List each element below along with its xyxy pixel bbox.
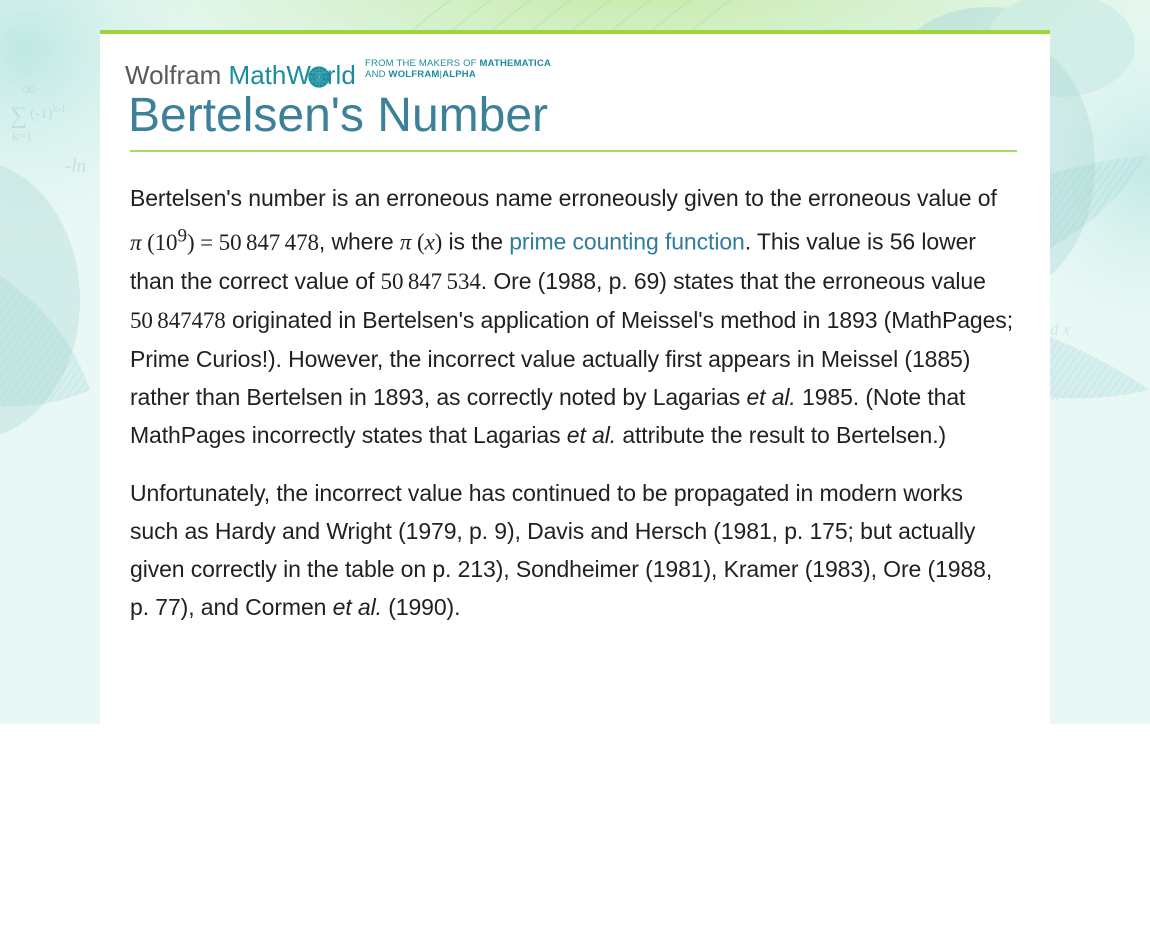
svg-text:∞: ∞ <box>22 78 36 100</box>
svg-text:∑: ∑ <box>10 103 27 129</box>
svg-text:k=1: k=1 <box>12 128 32 143</box>
svg-text:d x: d x <box>1050 320 1071 339</box>
svg-text:-ln: -ln <box>65 156 86 177</box>
